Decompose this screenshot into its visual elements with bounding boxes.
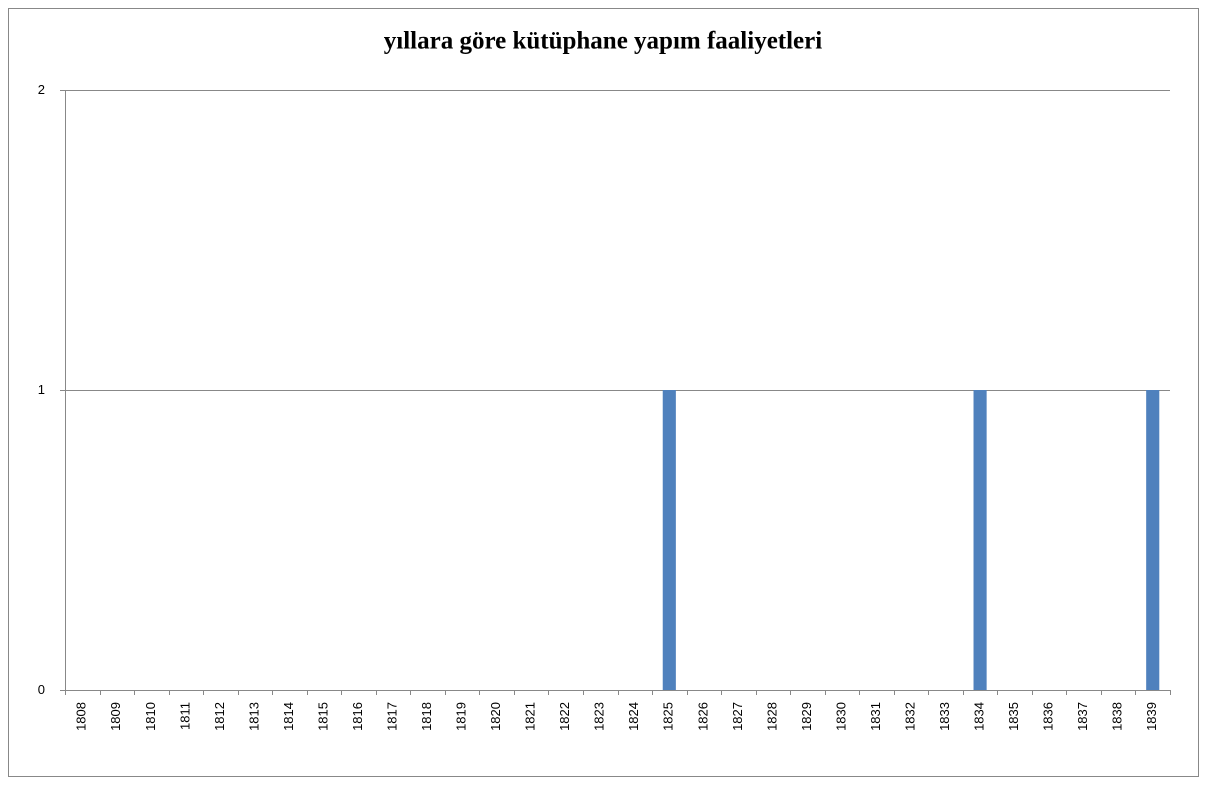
x-tick-label: 1809 [108,702,123,731]
chart-frame [8,8,1199,777]
x-tick-label: 1839 [1144,702,1159,731]
x-tick-label: 1820 [488,702,503,731]
y-tick-label: 2 [38,82,45,97]
x-tick-label: 1810 [143,702,158,731]
x-tick-label: 1811 [177,702,192,730]
x-tick-label: 1837 [1075,702,1090,731]
x-tick-label: 1833 [937,702,952,731]
y-tick-label: 0 [38,682,45,697]
x-tick-label: 1824 [626,702,641,731]
x-tick-label: 1829 [799,702,814,731]
x-tick-label: 1838 [1110,702,1125,731]
x-tick-label: 1813 [246,702,261,731]
x-tick-label: 1819 [454,702,469,731]
x-tick-label: 1817 [384,702,399,731]
x-tick-label: 1815 [315,702,330,731]
x-tick-label: 1830 [833,702,848,731]
x-tick-label: 1836 [1041,702,1056,731]
chart-title: yıllara göre kütüphane yapım faaliyetler… [384,28,822,55]
x-tick-label: 1826 [695,702,710,731]
x-tick-label: 1818 [419,702,434,731]
y-tick-label: 1 [38,382,45,397]
x-tick-label: 1828 [764,702,779,731]
x-tick-label: 1823 [592,702,607,731]
x-tick-label: 1822 [557,702,572,731]
bar [1146,390,1160,690]
x-tick-label: 1834 [972,702,987,731]
x-tick-label: 1835 [1006,702,1021,731]
x-tick-label: 1827 [730,702,745,731]
bar [662,390,676,690]
x-tick-label: 1821 [523,702,538,731]
x-tick-label: 1808 [74,702,89,731]
x-tick-label: 1832 [902,702,917,731]
x-tick-label: 1814 [281,702,296,731]
x-tick-label: 1816 [350,702,365,731]
x-tick-label: 1812 [212,702,227,731]
x-tick-label: 1831 [868,702,883,731]
x-tick-label: 1825 [661,702,676,731]
bar [973,390,987,690]
